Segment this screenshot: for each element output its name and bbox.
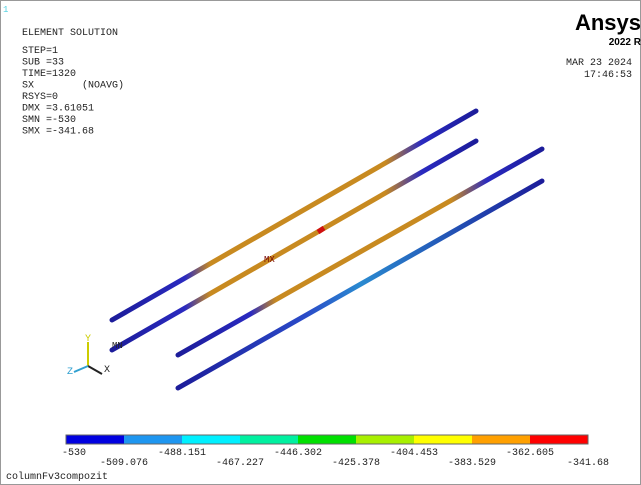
info-line: SMX =-341.68 xyxy=(22,127,94,138)
date: MAR 23 2024 xyxy=(566,58,632,69)
viewport: 1 ELEMENT SOLUTION STEP=1SUB =33TIME=132… xyxy=(0,0,641,485)
triad-x-label: X xyxy=(104,365,110,376)
info-line: TIME=1320 xyxy=(22,69,76,80)
legend-label: -530 xyxy=(62,448,86,459)
info-line: RSYS=0 xyxy=(22,92,58,103)
info-line: DMX =3.61051 xyxy=(22,104,94,115)
legend-label: -446.302 xyxy=(274,448,322,459)
legend-label: -488.151 xyxy=(158,448,206,459)
legend-label: -509.076 xyxy=(100,458,148,469)
legend-label: -341.68 xyxy=(567,458,609,469)
triad-y-label: Y xyxy=(85,334,91,345)
model-name: columnFv3compozit xyxy=(6,471,108,483)
frame xyxy=(1,1,641,485)
info-line: STEP=1 xyxy=(22,46,58,57)
max-marker: MX xyxy=(264,255,275,265)
legend-band xyxy=(240,435,298,444)
info-line: SUB =33 xyxy=(22,58,64,69)
legend-band xyxy=(298,435,356,444)
info-line: SX (NOAVG) xyxy=(22,80,124,92)
triad-z-label: Z xyxy=(67,367,73,378)
time: 17:46:53 xyxy=(584,70,632,81)
legend-label: -467.227 xyxy=(216,458,264,469)
legend-band xyxy=(472,435,530,444)
legend-label: -383.529 xyxy=(448,458,496,469)
hot-spot xyxy=(318,228,324,232)
legend-band xyxy=(66,435,124,444)
min-marker: MN xyxy=(112,341,123,351)
legend-label: -362.605 xyxy=(506,448,554,459)
legend-label: -425.378 xyxy=(332,458,380,469)
info-line: SMN =-530 xyxy=(22,115,76,126)
legend-label: -404.453 xyxy=(390,448,438,459)
window-number: 1 xyxy=(3,5,8,15)
legend-band xyxy=(530,435,588,444)
page: 1 ELEMENT SOLUTION STEP=1SUB =33TIME=132… xyxy=(0,0,641,485)
brand-version: 2022 R xyxy=(609,37,641,48)
plot-title: ELEMENT SOLUTION xyxy=(22,28,118,39)
legend-band xyxy=(182,435,240,444)
legend-band xyxy=(356,435,414,444)
legend-band xyxy=(414,435,472,444)
legend-band xyxy=(124,435,182,444)
brand-logo: Ansys xyxy=(575,10,641,35)
